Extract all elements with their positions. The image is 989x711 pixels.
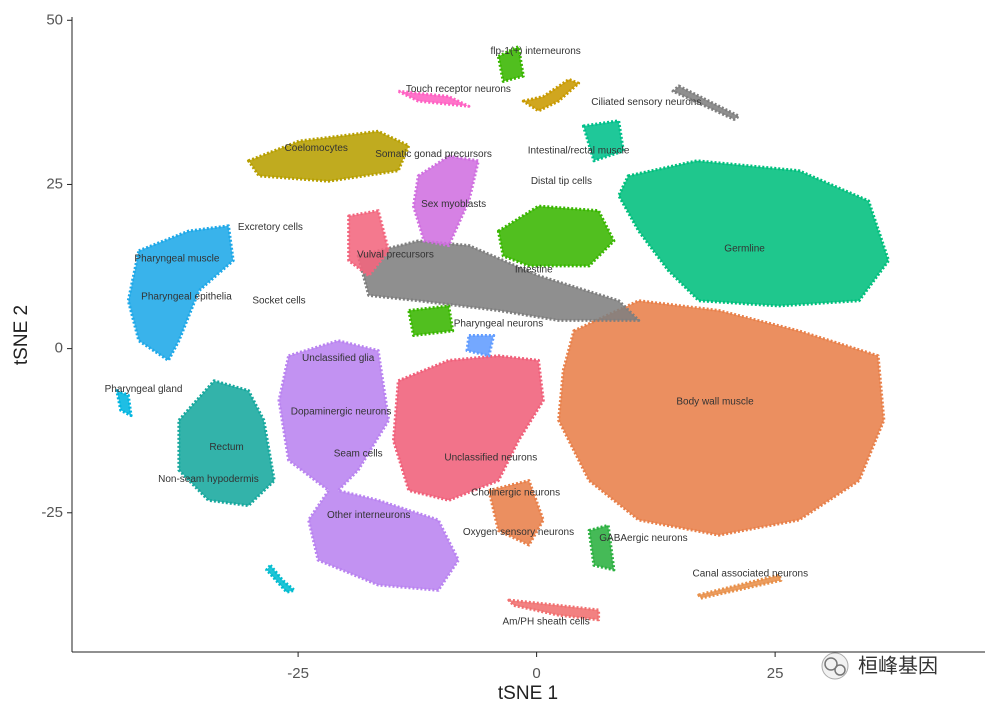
cluster	[265, 563, 296, 594]
cluster-label: Unclassified neurons	[444, 452, 537, 463]
cluster-label: GABAergic neurons	[599, 533, 687, 544]
cluster	[115, 389, 133, 418]
cluster	[356, 239, 641, 322]
cluster-label: Cholinergic neurons	[471, 488, 560, 499]
watermark: 桓峰基因	[858, 654, 938, 677]
cluster-label: Sex myoblasts	[421, 199, 486, 210]
cluster-label: Pharyngeal epithelia	[141, 291, 232, 302]
y-axis-title: tSNE 2	[11, 305, 32, 365]
cluster-label: Distal tip cells	[531, 176, 592, 187]
clusters	[115, 45, 891, 622]
x-tick-label: -25	[287, 665, 309, 682]
cluster-label: Vulval precursors	[357, 249, 434, 260]
y-tick-label: -25	[41, 504, 63, 521]
cluster	[396, 89, 471, 108]
watermark-icon	[821, 652, 849, 680]
cluster-label: Intestinal/rectal muscle	[528, 146, 630, 157]
cluster-label: Dopaminergic neurons	[291, 406, 392, 417]
x-tick-label: 0	[532, 665, 540, 682]
cluster-label: flp-1(+) interneurons	[490, 46, 580, 57]
cluster-label: Canal associated neurons	[692, 568, 808, 579]
cluster-label: Touch receptor neurons	[406, 84, 511, 95]
cluster-label: Socket cells	[252, 295, 305, 306]
cluster	[347, 209, 391, 278]
cluster	[496, 45, 525, 83]
cluster-label: Body wall muscle	[676, 396, 754, 407]
cluster-label: Somatic gonad precursors	[375, 149, 492, 160]
cluster	[617, 159, 891, 308]
cluster	[126, 224, 235, 362]
cluster-label: Coelomocytes	[285, 143, 348, 154]
cluster-label: Other interneurons	[327, 510, 410, 521]
cluster	[557, 299, 886, 537]
cluster	[407, 304, 455, 337]
cluster	[177, 379, 276, 508]
cluster	[247, 129, 411, 183]
cluster	[507, 598, 601, 622]
cluster-label: Excretory cells	[238, 222, 303, 233]
x-tick-label: 25	[767, 665, 784, 682]
cluster	[671, 84, 741, 121]
cluster-label: Pharyngeal muscle	[134, 253, 219, 264]
cluster-label: Seam cells	[334, 448, 383, 459]
cluster-label: Germline	[724, 243, 765, 254]
cluster-label: Unclassified glia	[302, 353, 375, 364]
cluster-label: Pharyngeal gland	[105, 384, 183, 395]
cluster	[587, 523, 616, 572]
y-tick-label: 25	[46, 175, 63, 192]
cluster-label: Am/PH sheath cells	[503, 616, 590, 627]
y-tick-label: 50	[46, 11, 63, 28]
cluster	[581, 119, 625, 163]
x-axis-title: tSNE 1	[498, 683, 558, 704]
cluster	[697, 573, 783, 600]
cluster-label: Pharyngeal neurons	[454, 318, 544, 329]
cluster	[277, 339, 460, 592]
cluster-label: Ciliated sensory neurons	[591, 97, 701, 108]
cluster	[521, 77, 581, 113]
cluster-label: Intestine	[515, 264, 553, 275]
cluster-label: Rectum	[209, 442, 243, 453]
cluster	[412, 154, 480, 247]
cluster	[465, 334, 496, 358]
cluster-label: Oxygen sensory neurons	[463, 527, 574, 538]
y-tick-label: 0	[55, 340, 63, 357]
cluster	[392, 354, 545, 502]
cluster-label: Non-seam hypodermis	[158, 474, 259, 485]
cluster	[496, 204, 616, 268]
cluster	[487, 479, 545, 547]
